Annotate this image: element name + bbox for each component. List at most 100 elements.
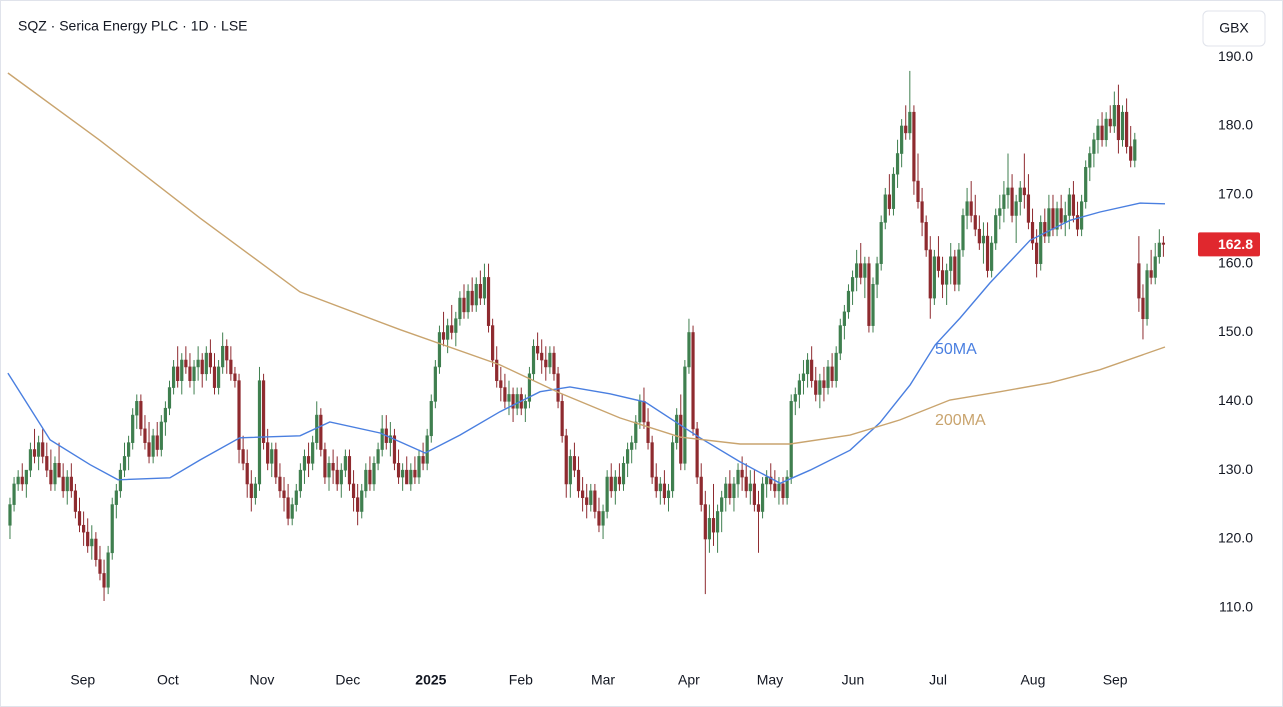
candle-body	[867, 263, 871, 326]
candle-body	[229, 359, 233, 375]
candle-body	[585, 497, 589, 505]
candle-body	[531, 345, 536, 375]
x-tick-label: Nov	[249, 672, 274, 688]
candle-body	[969, 201, 973, 216]
candle-body	[977, 228, 981, 244]
candle-body	[613, 476, 617, 492]
candle-body	[298, 469, 302, 492]
candle-body	[368, 469, 372, 485]
moving-average-label: 50MA	[935, 341, 977, 358]
candle-body	[155, 435, 159, 450]
candle-body	[724, 483, 728, 499]
candle-body	[20, 476, 24, 485]
candle-body	[928, 249, 932, 299]
candle-body	[740, 469, 744, 478]
candle-body	[1010, 187, 1014, 216]
candle-body	[564, 435, 568, 485]
candle-body	[1026, 194, 1031, 223]
moving-average-line	[7, 202, 1166, 485]
last-price-label: 162.8	[1218, 236, 1253, 252]
candle-body	[1125, 111, 1129, 147]
candle-body	[748, 483, 752, 492]
candle-body	[895, 153, 900, 175]
candle-body	[912, 111, 916, 182]
candle-body	[478, 284, 482, 299]
candle-body	[274, 449, 278, 478]
candle-body	[638, 401, 642, 423]
candle-body	[77, 511, 82, 526]
last-price-badge	[1198, 232, 1260, 257]
candle-body	[953, 256, 957, 285]
currency-button[interactable]	[1202, 10, 1266, 47]
candle-body	[605, 476, 609, 512]
candle-body	[642, 401, 646, 423]
candle-body	[560, 401, 564, 437]
candle-body	[1075, 215, 1080, 230]
candle-body	[507, 394, 511, 402]
candle-body	[1129, 146, 1133, 161]
candle-body	[572, 456, 577, 471]
candle-body	[253, 483, 257, 499]
candle-body	[1047, 208, 1051, 237]
candle-body	[1059, 208, 1063, 223]
candle-body	[822, 380, 826, 388]
candle-body	[769, 476, 773, 485]
candle-body	[139, 401, 143, 430]
candle-body	[752, 483, 756, 505]
candle-body	[143, 428, 147, 443]
candle-body	[597, 511, 601, 526]
candle-body	[609, 476, 613, 492]
candle-body	[1014, 201, 1018, 216]
y-tick-label: 160.0	[1218, 254, 1253, 270]
candle-body	[666, 490, 671, 499]
candle-body	[1104, 118, 1108, 141]
candle-body	[245, 462, 249, 485]
candle-body	[990, 242, 994, 271]
candle-body	[1096, 125, 1100, 141]
candle-body	[470, 290, 474, 306]
candle-body	[1084, 166, 1088, 203]
y-tick-label: 130.0	[1218, 461, 1253, 477]
candle-body	[53, 462, 57, 485]
candle-body	[437, 332, 442, 368]
candle-body	[335, 469, 339, 485]
candle-body	[515, 394, 519, 409]
candle-body	[785, 476, 789, 499]
candle-body	[765, 476, 769, 485]
candle-body	[511, 394, 515, 409]
candle-body	[777, 483, 781, 492]
candle-body	[147, 442, 151, 457]
candle-body	[859, 263, 863, 278]
candle-body	[650, 442, 654, 478]
candle-body	[846, 290, 851, 313]
candle-body	[544, 359, 548, 368]
candle-body	[679, 414, 683, 464]
x-tick-label: Dec	[335, 672, 360, 688]
candle-body	[118, 469, 123, 492]
candle-body	[192, 366, 196, 381]
candle-body	[503, 387, 507, 402]
currency-label[interactable]: GBX	[1219, 20, 1249, 36]
candle-body	[266, 442, 270, 464]
candle-body	[1067, 194, 1071, 216]
candle-body	[212, 366, 217, 388]
candle-body	[1141, 297, 1145, 320]
candle-body	[720, 497, 724, 512]
x-tick-label: 2025	[415, 672, 446, 688]
candle-body	[662, 483, 667, 499]
candle-body	[360, 490, 364, 512]
candle-body	[208, 352, 212, 368]
candle-body	[16, 476, 20, 485]
candle-body	[405, 469, 409, 485]
candle-body	[940, 270, 945, 285]
candle-body	[900, 125, 904, 154]
candle-body	[278, 476, 282, 492]
candle-body	[818, 380, 822, 395]
candle-body	[1022, 187, 1026, 196]
candle-body	[110, 504, 114, 554]
candle-body	[830, 366, 834, 381]
candle-body	[789, 401, 793, 478]
candle-body	[32, 449, 37, 457]
x-tick-label: Jul	[929, 672, 947, 688]
